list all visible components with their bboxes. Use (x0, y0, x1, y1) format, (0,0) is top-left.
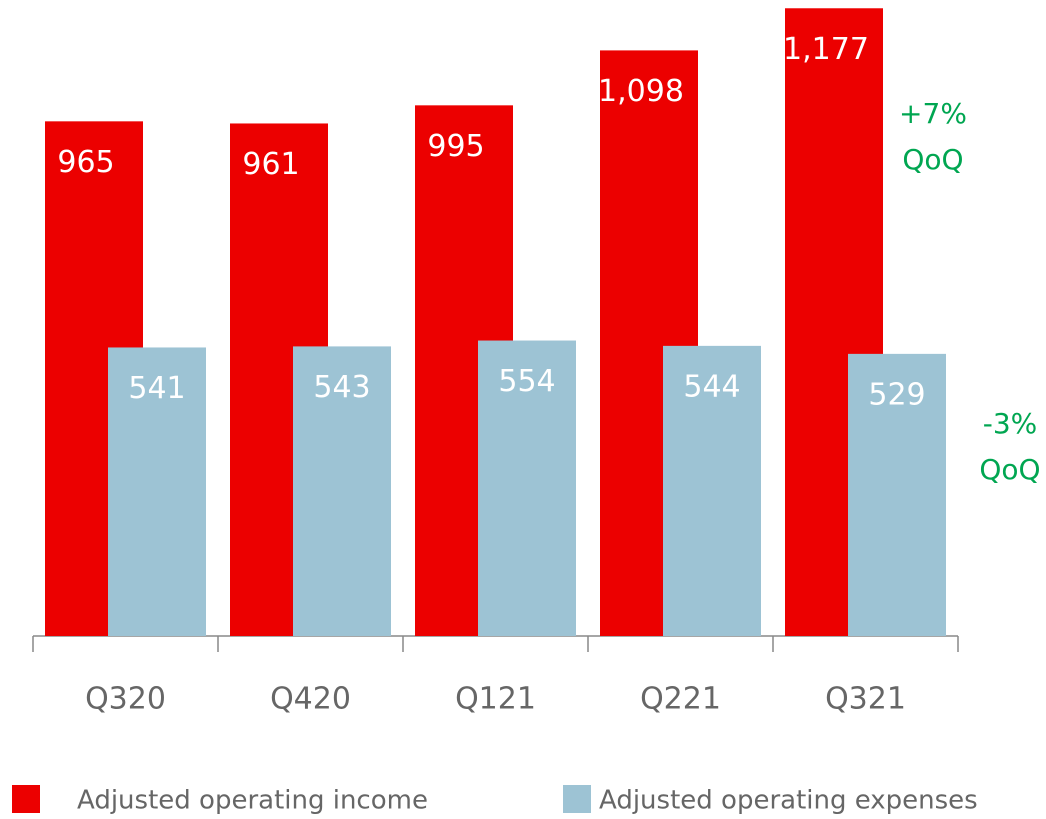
x-tick-label: Q121 (455, 682, 536, 717)
legend-label: Adjusted operating expenses (599, 786, 978, 816)
value-label: 541 (128, 371, 185, 406)
x-tick-label: Q221 (640, 682, 721, 717)
value-label: 543 (313, 370, 370, 405)
annotation: -3% (983, 407, 1038, 440)
value-label: 1,098 (598, 74, 684, 109)
value-label: 544 (683, 369, 740, 404)
x-tick-label: Q420 (270, 682, 351, 717)
legend-swatch (563, 785, 591, 813)
value-label: 554 (498, 364, 555, 399)
x-tick-label: Q321 (825, 682, 906, 717)
bar (663, 345, 761, 636)
value-label: 1,177 (783, 32, 869, 67)
bar (108, 347, 206, 636)
value-label: 529 (868, 377, 925, 412)
bar (293, 346, 391, 636)
value-label: 995 (427, 129, 484, 164)
legend-swatch (12, 785, 40, 813)
bar (478, 340, 576, 636)
value-label: 961 (242, 147, 299, 182)
legend-label: Adjusted operating income (77, 786, 428, 816)
bar (848, 353, 946, 636)
annotation: +7% (899, 97, 967, 130)
x-tick-label: Q320 (85, 682, 166, 717)
annotation: QoQ (979, 453, 1040, 486)
value-label: 965 (57, 145, 114, 180)
annotation: QoQ (902, 143, 963, 176)
